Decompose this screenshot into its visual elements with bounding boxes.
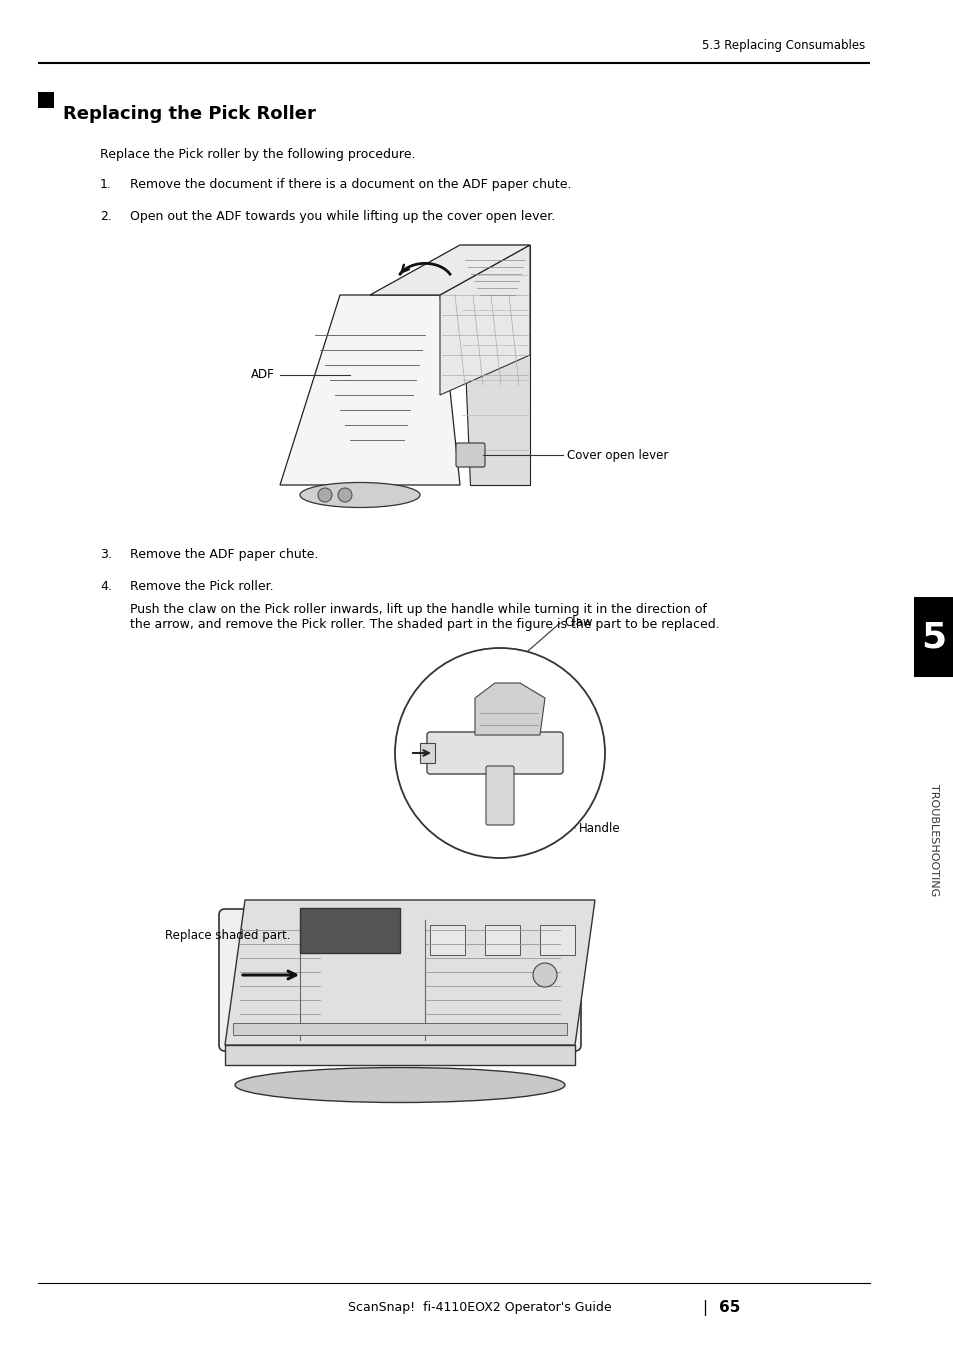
Polygon shape [439,245,530,394]
Text: Replace the Pick roller by the following procedure.: Replace the Pick roller by the following… [100,149,416,161]
Text: Claw: Claw [563,616,592,630]
Polygon shape [280,295,459,485]
Circle shape [395,648,604,858]
Bar [419,743,435,763]
Text: |: | [701,1300,707,1316]
Text: Remove the ADF paper chute.: Remove the ADF paper chute. [130,549,318,561]
Text: ADF: ADF [251,369,274,381]
Text: TROUBLESHOOTING: TROUBLESHOOTING [928,784,938,896]
FancyBboxPatch shape [485,766,514,825]
Text: 3.: 3. [100,549,112,561]
Circle shape [533,963,557,988]
Polygon shape [459,245,530,485]
Bar [484,925,519,955]
Circle shape [317,488,332,503]
Text: 5: 5 [921,620,945,654]
Text: ScanSnap!  fi-4110EOX2 Operator's Guide: ScanSnap! fi-4110EOX2 Operator's Guide [348,1301,611,1315]
Text: 65: 65 [719,1301,740,1316]
Ellipse shape [234,1067,564,1102]
Text: 2.: 2. [100,209,112,223]
FancyBboxPatch shape [456,443,484,467]
Text: Push the claw on the Pick roller inwards, lift up the handle while turning it in: Push the claw on the Pick roller inwards… [130,603,706,616]
Bar [233,1023,566,1035]
Text: Open out the ADF towards you while lifting up the cover open lever.: Open out the ADF towards you while lifti… [130,209,555,223]
Bar [38,92,54,108]
Polygon shape [370,245,530,295]
Text: Replacing the Pick Roller: Replacing the Pick Roller [63,105,315,123]
FancyBboxPatch shape [219,909,580,1051]
Ellipse shape [299,482,419,508]
Text: 1.: 1. [100,178,112,190]
Polygon shape [225,900,595,1046]
Bar [430,925,464,955]
Polygon shape [225,1046,575,1065]
Text: Remove the Pick roller.: Remove the Pick roller. [130,580,274,593]
Text: Replace shaded part.: Replace shaded part. [165,928,291,942]
Text: Remove the document if there is a document on the ADF paper chute.: Remove the document if there is a docume… [130,178,571,190]
Text: Cover open lever: Cover open lever [566,449,668,462]
Bar [539,925,575,955]
Bar [299,908,399,952]
Text: 4.: 4. [100,580,112,593]
Text: Handle: Handle [578,821,620,835]
Circle shape [337,488,352,503]
Polygon shape [475,684,544,735]
Bar [913,597,953,677]
Text: the arrow, and remove the Pick roller. The shaded part in the figure is the part: the arrow, and remove the Pick roller. T… [130,617,719,631]
FancyBboxPatch shape [427,732,562,774]
Text: 5.3 Replacing Consumables: 5.3 Replacing Consumables [701,38,864,51]
